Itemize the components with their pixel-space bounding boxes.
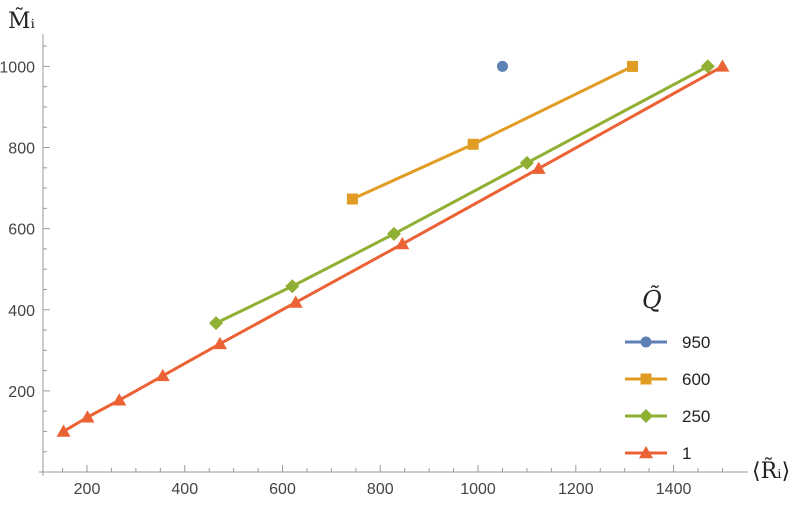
- y-tick-label: 1000: [0, 59, 35, 76]
- legend-600-label: 600: [682, 370, 710, 389]
- series-1-point: [112, 393, 127, 406]
- y-axis-title: M̃ᵢ: [8, 8, 36, 34]
- x-tick-label: 800: [367, 481, 394, 498]
- legend-950-label: 950: [682, 333, 710, 352]
- series-1-point: [531, 161, 546, 174]
- y-tick-label: 800: [8, 141, 35, 158]
- series-1-point: [56, 424, 71, 437]
- legend-1-label: 1: [682, 444, 691, 463]
- series-600-line: [351, 65, 634, 201]
- legend-1-swatch-marker: [639, 446, 653, 459]
- x-axis-title: ⟨R̃ᵢ⟩: [752, 458, 790, 484]
- series-250-point: [700, 59, 715, 74]
- series-1-point: [80, 410, 95, 423]
- series-600-point: [346, 193, 358, 205]
- series-1-point: [155, 368, 170, 382]
- series-1-point: [288, 295, 303, 308]
- series-600-point: [627, 60, 639, 72]
- x-tick-label: 1200: [558, 481, 594, 498]
- series-250-point: [386, 226, 401, 241]
- y-tick-label: 600: [8, 222, 35, 239]
- legend-250-label: 250: [682, 407, 710, 426]
- legend-600-swatch-marker: [640, 373, 652, 385]
- series-250-point: [519, 155, 534, 170]
- x-tick-label: 400: [171, 481, 198, 498]
- series-250-point: [209, 316, 224, 331]
- axes: 200 400 600 800 1000 1200 1400 200 400 600 800 1000: [0, 34, 748, 498]
- series-250-point: [285, 279, 300, 294]
- x-tick-label: 200: [74, 481, 101, 498]
- series-1-point: [212, 336, 227, 350]
- series-1-point: [395, 237, 410, 250]
- x-tick-label: 1000: [460, 481, 496, 498]
- y-tick-label: 200: [8, 384, 35, 401]
- y-tick-label: 400: [8, 303, 35, 320]
- legend-950-swatch-marker: [640, 336, 652, 348]
- x-tick-label: 1400: [656, 481, 692, 498]
- series-600-point: [467, 138, 479, 150]
- legend-250-swatch-marker: [639, 409, 653, 423]
- series-1-point: [715, 59, 730, 72]
- series-950-point: [496, 60, 508, 72]
- series-markers: [56, 59, 730, 437]
- x-tick-label: 600: [269, 481, 296, 498]
- legend: Q̃ 950 600 250 1: [625, 286, 710, 463]
- legend-title: Q̃: [642, 286, 662, 314]
